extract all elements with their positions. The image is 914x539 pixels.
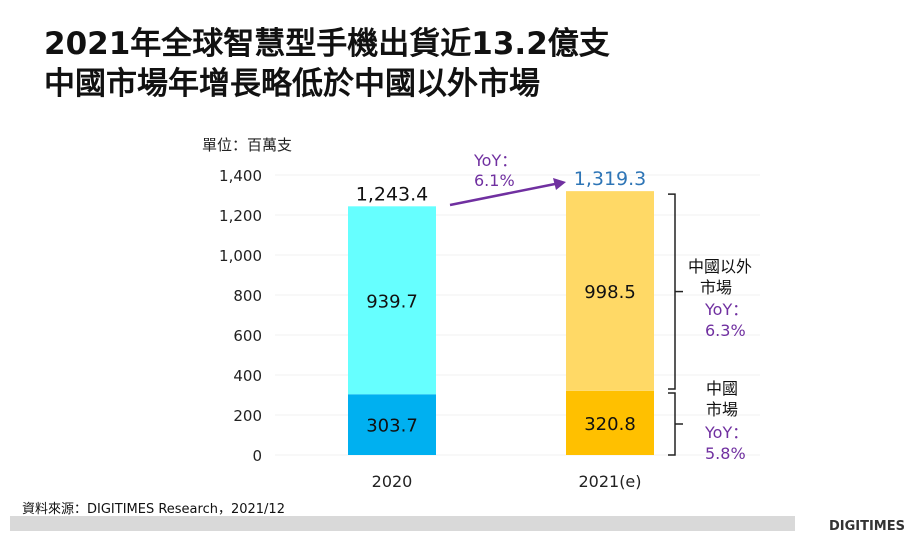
china-label: 中國 <box>706 379 738 398</box>
arrow-head-icon <box>553 178 566 190</box>
y-tick-label: 1,400 <box>219 167 262 185</box>
yoy-total-value: 6.1% <box>474 171 515 190</box>
unit-label: 單位：百萬支 <box>202 136 292 154</box>
segment-label: 939.7 <box>366 291 418 312</box>
title-line-1: 2021年全球智慧型手機出貨近13.2億支 <box>44 26 610 62</box>
china-label: 市場 <box>706 400 738 419</box>
x-tick-label: 2021(e) <box>578 472 641 491</box>
total-label: 1,319.3 <box>574 168 647 190</box>
bracket-china <box>668 392 676 456</box>
y-tick-label: 200 <box>233 407 262 425</box>
segment-label: 303.7 <box>366 416 418 437</box>
yoy-total-label: YoY： <box>473 151 517 170</box>
bar-segment <box>566 191 654 391</box>
outside-yoy-label: YoY： <box>704 300 748 319</box>
bar-segment <box>348 394 436 455</box>
y-tick-label: 800 <box>233 287 262 305</box>
china-yoy-label: YoY： <box>704 423 748 442</box>
yoy-arrow <box>449 181 561 207</box>
outside-label: 市場 <box>700 278 732 297</box>
x-tick-label: 2020 <box>372 472 413 491</box>
outside-label: 中國以外 <box>688 257 752 276</box>
y-tick-label: 600 <box>233 327 262 345</box>
title-line-2: 中國市場年增長略低於中國以外市場 <box>44 66 540 102</box>
digitimes-logo: DIGITIMES <box>829 519 905 534</box>
y-tick-label: 1,200 <box>219 207 262 225</box>
footer-bar <box>10 516 795 531</box>
y-tick-label: 0 <box>252 447 262 465</box>
china-yoy-value: 5.8% <box>705 444 746 463</box>
segment-label: 998.5 <box>584 282 636 303</box>
segment-label: 320.8 <box>584 414 636 435</box>
total-label: 1,243.4 <box>356 183 429 205</box>
y-tick-label: 400 <box>233 367 262 385</box>
bar-segment <box>348 206 436 395</box>
bar-segment <box>566 390 654 455</box>
outside-yoy-value: 6.3% <box>705 321 746 340</box>
source-note: 資料來源：DIGITIMES Research，2021/12 <box>22 502 285 517</box>
y-tick-label: 1,000 <box>219 247 262 265</box>
bracket-outside <box>668 193 676 390</box>
